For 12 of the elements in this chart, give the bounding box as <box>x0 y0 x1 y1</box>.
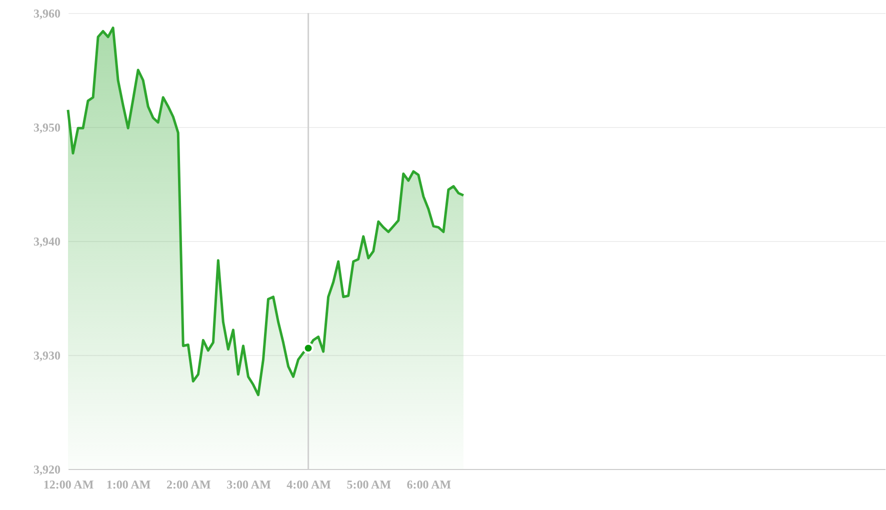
x-tick-label: 4:00 AM <box>286 478 331 492</box>
x-tick-label: 3:00 AM <box>226 478 271 492</box>
y-tick-label: 3,960 <box>34 6 60 20</box>
x-tick-label: 1:00 AM <box>106 478 151 492</box>
y-tick-label: 3,930 <box>34 348 60 362</box>
x-tick-label: 12:00 AM <box>43 478 94 492</box>
y-tick-label: 3,940 <box>34 234 60 248</box>
y-tick-label: 3,920 <box>34 462 60 476</box>
x-tick-label: 2:00 AM <box>166 478 211 492</box>
x-tick-label: 6:00 AM <box>406 478 452 492</box>
x-tick-label: 5:00 AM <box>346 478 392 492</box>
y-tick-label: 3,950 <box>34 120 60 134</box>
